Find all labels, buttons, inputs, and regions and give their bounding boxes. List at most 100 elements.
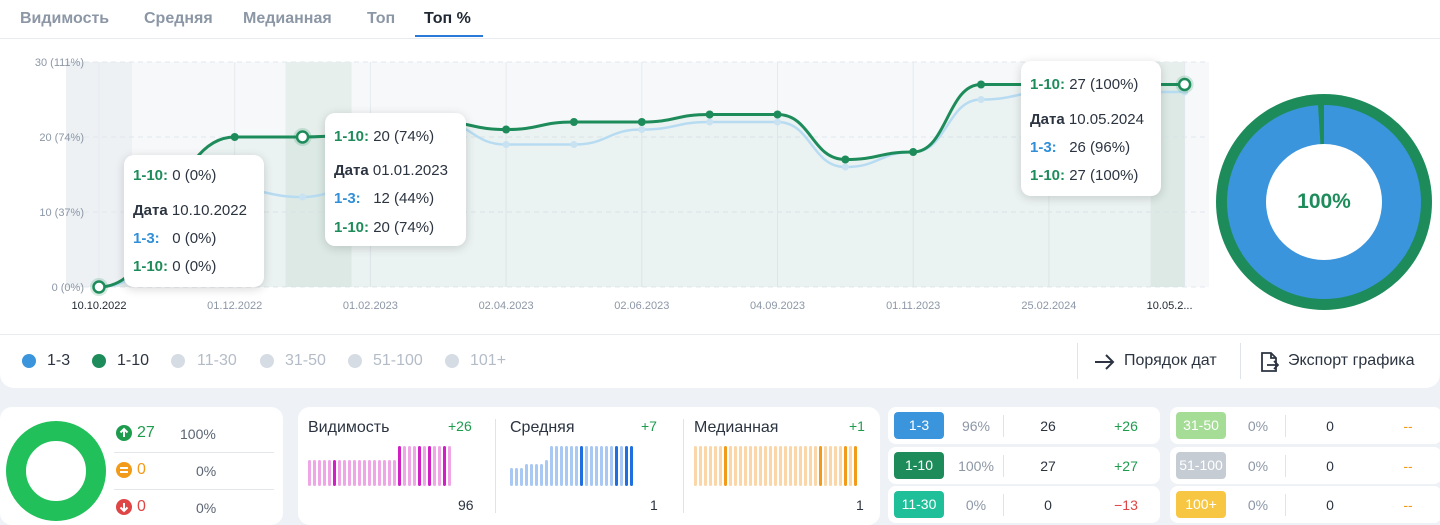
average-delta: +7 — [641, 418, 657, 434]
tooltip-row2-value: 0 (0%) — [172, 258, 217, 275]
date-order-button[interactable]: Порядок дат — [1124, 352, 1217, 369]
tooltip-row1-label: 1-3: — [334, 190, 361, 207]
spark-bar — [625, 446, 628, 486]
tooltip-row1-value: 12 (44%) — [373, 190, 435, 207]
tooltip-top-label: 1-10: — [334, 128, 370, 145]
visibility-value: 96 — [458, 497, 474, 513]
range-badge-31-50[interactable]: 31-50 — [1176, 412, 1226, 439]
legend-dot-51-100[interactable] — [348, 354, 362, 368]
spark-bar — [585, 446, 588, 486]
spark-bar — [600, 446, 603, 486]
spark-bar — [804, 446, 807, 486]
tooltip-date: 10.05.2024 — [1068, 111, 1144, 128]
spark-bar — [605, 446, 608, 486]
legend-bar — [0, 334, 1440, 389]
export-chart-button[interactable]: Экспорт графика — [1288, 352, 1415, 369]
tooltip-10-05-2024: 1-10: 27 (100%) Дата 10.05.2024 1-3: 26 … — [1021, 61, 1161, 196]
series-point-1-10-highlight — [295, 130, 310, 144]
range-count: 0 — [1326, 457, 1334, 474]
tab-median[interactable]: Медианная — [243, 10, 332, 27]
series-point-1-10 — [502, 125, 511, 134]
spark-bar — [719, 446, 722, 486]
legend-dot-1-10[interactable] — [92, 354, 106, 368]
range-badge-1-3[interactable]: 1-3 — [894, 412, 944, 439]
tooltip-top-label: 1-10: — [1030, 76, 1066, 93]
range-count: 27 — [1040, 457, 1056, 474]
equal-circle-icon — [116, 462, 132, 478]
range-badge-100+[interactable]: 100+ — [1176, 491, 1226, 518]
tab-top-percent[interactable]: Топ % — [424, 10, 471, 27]
spark-bar — [438, 446, 441, 486]
spark-bar — [560, 446, 563, 486]
divider — [1285, 415, 1286, 437]
spark-bar — [739, 446, 742, 486]
series-point-1-10 — [773, 110, 782, 119]
spark-bar — [789, 446, 792, 486]
spark-bar — [338, 460, 341, 486]
tooltip-10-10-2022: 1-10: 0 (0%) Дата 10.10.2022 1-3: 0 (0%)… — [124, 155, 264, 287]
spark-bar — [734, 446, 737, 486]
up-count: 27 — [137, 424, 155, 441]
spark-bar — [525, 464, 528, 486]
series-point-1-10 — [230, 133, 239, 141]
tab-visibility[interactable]: Видимость — [20, 10, 110, 27]
down-count: 0 — [137, 498, 146, 515]
series-point-1-3 — [841, 163, 849, 171]
divider — [1285, 454, 1286, 477]
legend-dot-1-3[interactable] — [22, 354, 36, 368]
tooltip-top-value: 20 (74%) — [373, 128, 435, 145]
arrow-right-icon — [1095, 354, 1115, 370]
metrics-card: Видимость +26 96 Средняя +7 1 Медианная … — [298, 407, 880, 525]
legend-item-11-30[interactable]: 11-30 — [197, 352, 237, 369]
range-badge-1-10[interactable]: 1-10 — [894, 451, 944, 479]
spark-bar — [819, 446, 822, 486]
average-bars — [510, 446, 633, 486]
spark-bar — [699, 446, 702, 486]
range-pct: 100% — [958, 457, 994, 474]
legend-item-101+[interactable]: 101+ — [470, 352, 507, 369]
spark-bar — [378, 460, 381, 486]
spark-bar — [555, 446, 558, 486]
spark-bar — [418, 446, 421, 486]
series-point-1-10 — [569, 118, 578, 126]
visibility-delta: +26 — [448, 418, 472, 434]
legend-item-1-3[interactable]: 1-3 — [47, 352, 71, 369]
spark-bar — [839, 446, 842, 486]
tooltip-top-label: 1-10: — [133, 167, 169, 184]
legend-item-1-10[interactable]: 1-10 — [117, 352, 150, 369]
spark-bar — [308, 460, 311, 486]
tab-top[interactable]: Топ — [367, 10, 396, 27]
spark-bar — [448, 446, 451, 486]
legend-dot-31-50[interactable] — [260, 354, 274, 368]
spark-bar — [398, 446, 401, 486]
spark-bar — [620, 446, 623, 486]
legend-dot-11-30[interactable] — [171, 354, 185, 368]
legend-item-31-50[interactable]: 31-50 — [285, 352, 326, 369]
divider — [683, 419, 684, 513]
range-badge-11-30[interactable]: 11-30 — [894, 491, 944, 518]
divider — [1003, 494, 1004, 516]
arrow-up-circle-icon — [116, 425, 132, 441]
median-value: 1 — [856, 497, 864, 513]
spark-bar — [590, 446, 593, 486]
spark-bar — [575, 446, 578, 486]
tab-bar: Видимость Средняя Медианная Топ Топ % — [0, 0, 1440, 39]
tooltip-row1-value: 0 (0%) — [172, 230, 217, 247]
divider — [114, 489, 274, 490]
series-point-1-3 — [774, 118, 781, 126]
spark-bar — [510, 468, 513, 486]
tooltip-row2-label: 1-10: — [334, 219, 370, 236]
chart-panel: Видимость Средняя Медианная Топ Топ % 30… — [0, 0, 1440, 388]
tab-average[interactable]: Средняя — [144, 10, 213, 27]
tooltip-top-value: 0 (0%) — [172, 167, 217, 184]
range-count: 0 — [1326, 497, 1334, 513]
legend-item-51-100[interactable]: 51-100 — [373, 352, 423, 369]
x-tick-label: 01.02.2023 — [343, 300, 398, 312]
legend-dot-101+[interactable] — [445, 354, 459, 368]
spark-bar — [799, 446, 802, 486]
series-point-1-3 — [502, 141, 510, 148]
x-tick-label: 10.05.2... — [1147, 300, 1193, 312]
arrow-down-circle-icon — [116, 499, 132, 515]
tooltip-date: 01.01.2023 — [372, 162, 448, 179]
range-badge-51-100[interactable]: 51-100 — [1176, 451, 1226, 479]
